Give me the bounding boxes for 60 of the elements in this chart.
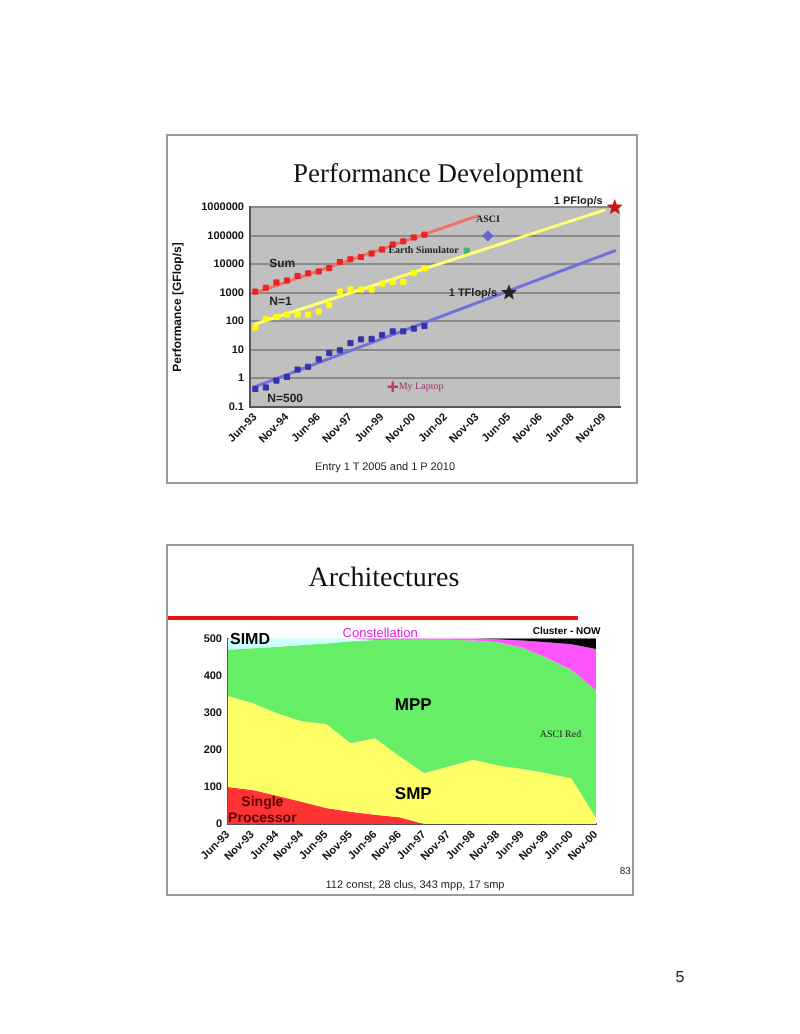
- point: [252, 324, 259, 331]
- point: [283, 373, 291, 381]
- point: [262, 284, 269, 291]
- point: [252, 288, 259, 295]
- point: [273, 279, 280, 286]
- point: [379, 331, 386, 338]
- point: [305, 363, 312, 370]
- chart-title: Performance Development: [290, 158, 586, 190]
- point: [400, 328, 407, 335]
- point: [294, 311, 301, 318]
- point: [368, 286, 375, 293]
- point: [262, 315, 269, 323]
- point: [410, 270, 417, 277]
- point: [606, 199, 623, 215]
- point: [389, 278, 396, 285]
- point: [347, 256, 354, 263]
- point: [357, 286, 365, 293]
- point: [326, 264, 333, 272]
- point: [421, 265, 428, 272]
- point: [379, 280, 386, 287]
- point: [326, 302, 333, 309]
- point: [347, 286, 354, 293]
- point: [283, 311, 291, 318]
- point: [357, 254, 365, 261]
- point: [410, 325, 417, 332]
- point: [305, 270, 312, 277]
- chart-title: Architectures: [306, 564, 462, 596]
- point: [252, 385, 259, 392]
- point: [315, 356, 322, 363]
- point: [347, 340, 354, 347]
- point: [386, 380, 400, 394]
- point: [421, 322, 428, 330]
- point: [410, 234, 417, 241]
- point: [294, 366, 301, 373]
- point: [305, 311, 312, 318]
- point: [368, 250, 375, 257]
- point: [283, 277, 291, 284]
- series-label: MPP: [394, 694, 433, 715]
- text: 5: [673, 968, 687, 988]
- point: [389, 328, 396, 335]
- point: [273, 314, 280, 321]
- point: [400, 278, 407, 285]
- point: [357, 336, 365, 343]
- point: [400, 238, 407, 245]
- point: [315, 268, 322, 275]
- point: [501, 284, 517, 300]
- point: [482, 230, 494, 242]
- point: [326, 349, 333, 356]
- point: [379, 246, 386, 253]
- point: [421, 231, 428, 238]
- point: [273, 377, 280, 384]
- point: [336, 347, 343, 354]
- point: [262, 384, 269, 391]
- series-label: SMP: [394, 783, 433, 804]
- point: [336, 288, 343, 295]
- point: [315, 308, 322, 315]
- point: [336, 259, 343, 266]
- series-label: SIMD: [229, 630, 271, 649]
- point: [368, 335, 375, 342]
- point: [294, 272, 301, 279]
